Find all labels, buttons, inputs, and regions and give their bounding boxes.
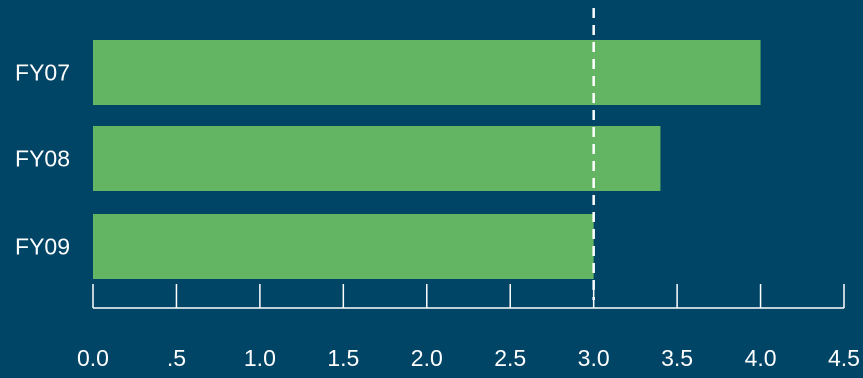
x-tick-label: 0.0 <box>77 345 109 371</box>
category-labels: FY07 FY08 FY09 <box>15 60 70 260</box>
x-tick-label: 2.5 <box>494 345 526 371</box>
x-tick-label: 1.0 <box>244 345 276 371</box>
bar-fy09 <box>93 214 594 279</box>
x-tick-label: 3.0 <box>578 345 610 371</box>
bar-fy07 <box>93 40 761 105</box>
category-label-fy09: FY09 <box>15 234 70 260</box>
x-axis: 0.0 .5 1.0 1.5 2.0 2.5 3.0 3.5 4.0 4.5 <box>77 284 860 371</box>
x-tick-label: .5 <box>167 345 186 371</box>
x-tick-label: 4.0 <box>745 345 777 371</box>
bar-fy08 <box>93 126 661 191</box>
category-label-fy08: FY08 <box>15 146 70 172</box>
category-label-fy07: FY07 <box>15 60 70 86</box>
x-tick-label: 1.5 <box>327 345 359 371</box>
x-tick-label: 4.5 <box>828 345 860 371</box>
bars-group <box>93 40 761 279</box>
x-tick-label: 2.0 <box>411 345 443 371</box>
x-tick-label: 3.5 <box>661 345 693 371</box>
